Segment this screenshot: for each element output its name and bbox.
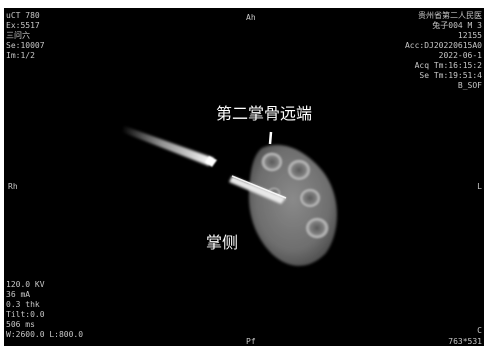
date-label: 2022-06-1 <box>438 51 482 60</box>
distal-pointer-line <box>268 131 273 145</box>
bone-cross-sections <box>261 152 329 239</box>
thickness-label: 0.3 thk <box>6 300 40 309</box>
tilt-label: Tilt:0.0 <box>6 310 45 319</box>
patient-label: 三问六 <box>6 31 30 40</box>
overlay-bottom-left: 120.0 KV 36 mA 0.3 thk Tilt:0.0 506 ms W… <box>6 280 83 340</box>
window-level-label: W:2600.0 L:800.0 <box>6 330 84 339</box>
matrix-size-label: 763*531 <box>448 337 482 346</box>
overlay-top-left: uCT 780 Ex:5517 三问六 Se:10007 Im:1/2 <box>6 11 45 61</box>
ma-label: 36 mA <box>6 290 31 299</box>
series-label: Se:10007 <box>6 41 45 50</box>
palmar-annotation-label: 掌侧 <box>206 233 239 252</box>
overlay-corner-marker: C <box>477 326 482 335</box>
orientation-right: L <box>477 182 482 191</box>
id-label: 12155 <box>457 31 482 40</box>
ct-scan-image <box>122 126 337 266</box>
hospital-label: 贵州省第二人民医 <box>418 11 482 20</box>
orientation-top: Ah <box>246 13 256 22</box>
orientation-left: Rh <box>8 182 18 191</box>
ct-image-viewer[interactable]: uCT 780 Ex:5517 三问六 Se:10007 Im:1/2 Ah 贵… <box>4 8 484 346</box>
needle-artifacts <box>122 126 287 204</box>
kv-label: 120.0 KV <box>6 280 45 289</box>
overlay-top-right: 贵州省第二人民医 兔子004 M 3 12155 Acc:DJ20220615A… <box>405 11 482 91</box>
distal-annotation-label: 第二掌骨远端 <box>216 104 313 123</box>
kernel-label: B_SOF <box>457 81 482 90</box>
orientation-bottom: Pf <box>246 337 256 346</box>
device-label: uCT 780 <box>6 11 40 20</box>
subject-label: 兔子004 M 3 <box>432 21 482 30</box>
series-time-label: Se Tm:19:51:4 <box>419 71 482 80</box>
exam-label: Ex:5517 <box>6 21 40 30</box>
acq-time-label: Acq Tm:16:15:2 <box>414 61 482 70</box>
image-index-label: Im:1/2 <box>6 51 35 60</box>
accession-label: Acc:DJ20220615A0 <box>404 41 482 50</box>
time-label: 506 ms <box>6 320 35 329</box>
